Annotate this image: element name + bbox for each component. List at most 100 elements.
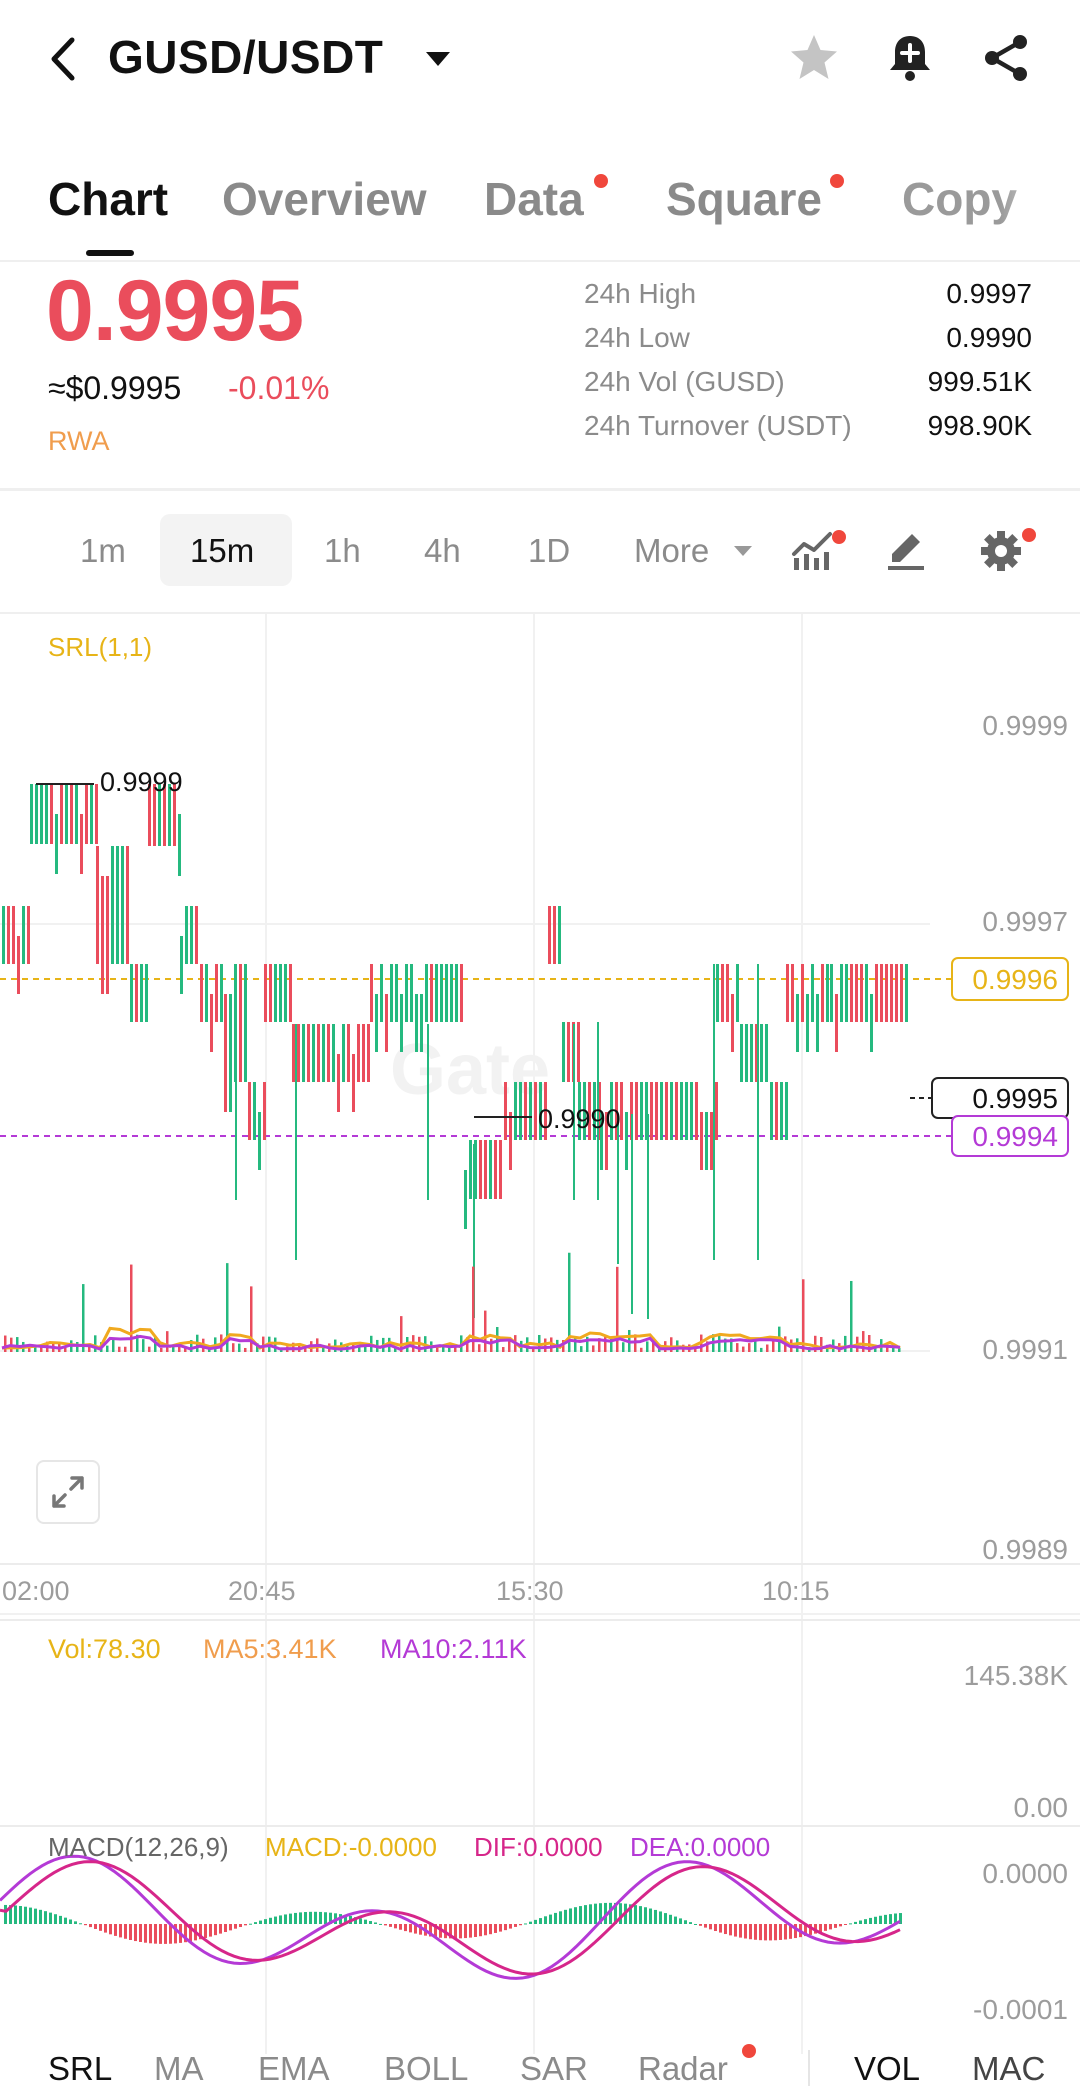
candle [279,964,282,1022]
candle [489,1140,492,1199]
candle [514,1082,517,1140]
candle [660,1082,663,1140]
volume-bar [730,1338,733,1352]
macd-bar [229,1924,232,1931]
candle [675,1082,678,1140]
volume-bar [442,1346,445,1352]
macd-bar [639,1906,642,1924]
macd-bar [829,1924,832,1930]
macd-bar [509,1924,512,1929]
macd-bar [399,1924,402,1930]
candle [731,994,734,1052]
interval-4h[interactable]: 4h [424,532,461,569]
volume-bar [772,1338,775,1352]
volume-bar [136,1334,139,1352]
draw-pencil-icon[interactable] [884,528,930,574]
volume-bar [718,1335,721,1352]
macd-bar [769,1924,772,1941]
bottom-tab-ma[interactable]: MA [154,2050,204,2087]
volume-bar [178,1346,181,1352]
star-icon[interactable] [786,30,842,86]
price-chart[interactable]: Gate 0.9999 0.9990 0.9996 0.9995 0.9994 [0,614,1080,2074]
bottom-tab-macd[interactable]: MAC [972,2050,1046,2087]
tab-data[interactable]: Data [484,173,584,225]
bottom-tab-radar[interactable]: Radar [638,2050,728,2087]
chevron-down-icon [734,546,752,556]
candle [111,846,114,964]
settings-gear-icon[interactable] [978,528,1024,574]
interval-1d[interactable]: 1D [528,532,571,569]
bottom-tab-boll[interactable]: BOLL [384,2050,469,2087]
tab-copy[interactable]: Copy [902,173,1017,225]
interval-1h[interactable]: 1h [324,532,361,569]
candle [770,1082,773,1140]
candle [420,994,423,1052]
macd-bar [449,1924,452,1939]
bottom-tab-sar[interactable]: SAR [520,2050,588,2087]
macd-bar [869,1917,872,1924]
macd-bar [114,1924,117,1936]
bottom-tab-vol[interactable]: VOL [854,2050,921,2087]
macd-bar [724,1924,727,1935]
volume-bar [124,1346,127,1352]
volume-bar [724,1338,727,1352]
candle [337,1054,340,1112]
candle [785,1082,788,1140]
back-arrow-icon[interactable] [44,34,84,84]
stat-value-vol: 999.51K [927,366,1032,397]
candle [435,964,438,1022]
macd-bar [759,1924,762,1941]
candle [168,784,171,846]
macd-bar [44,1911,47,1924]
macd-bar [539,1918,542,1924]
macd-bar [779,1924,782,1940]
macd-bar [824,1924,827,1931]
macd-bar [74,1921,77,1924]
macd-y-min: -0.0001 [973,1994,1068,2025]
macd-bar [874,1916,877,1924]
volume-bar [454,1346,457,1352]
macd-bar [379,1923,382,1925]
macd-bar [819,1924,822,1933]
x-label-1: 20:45 [228,1576,296,1606]
tab-square[interactable]: Square [666,173,822,225]
volume-bar [490,1338,493,1352]
bottom-tab-srl[interactable]: SRL [48,2050,113,2087]
tab-data-notification-dot [594,174,608,188]
yellow-price-tag-label: 0.9996 [972,964,1058,995]
macd-bar [644,1907,647,1924]
chevron-down-icon[interactable] [426,52,450,66]
rwa-tag[interactable]: RWA [48,426,110,456]
low-marker: 0.9990 [538,1104,621,1134]
macd-bar [84,1924,87,1926]
fullscreen-button[interactable] [36,1460,100,1524]
candle [524,1082,527,1140]
volume-bar [616,1266,619,1352]
share-icon[interactable] [978,30,1034,86]
volume-bar [874,1347,877,1352]
indicator-chart-icon[interactable] [790,526,836,572]
pair-title[interactable]: GUSD/USDT [108,31,384,83]
bell-icon[interactable] [882,30,938,86]
candle [780,1082,783,1140]
candles [2,784,908,1319]
interval-1m[interactable]: 1m [80,532,126,569]
macd-bar [529,1921,532,1924]
candle [905,964,908,1022]
macd-bar [699,1924,702,1926]
tab-overview[interactable]: Overview [222,173,427,225]
interval-more[interactable]: More [634,532,710,569]
interval-15m[interactable]: 15m [190,532,255,569]
macd-bar [889,1914,892,1924]
macd-bar [104,1924,107,1933]
macd-bar [719,1924,722,1933]
candle [75,784,78,844]
tab-chart[interactable]: Chart [48,173,169,225]
volume-bar [694,1347,697,1352]
macd-bar [39,1909,42,1924]
macd-bar [209,1924,212,1937]
last-price: 0.9995 [46,263,304,359]
bottom-tab-ema[interactable]: EMA [258,2050,330,2087]
candle [380,964,383,1022]
macd-bar [129,1924,132,1940]
